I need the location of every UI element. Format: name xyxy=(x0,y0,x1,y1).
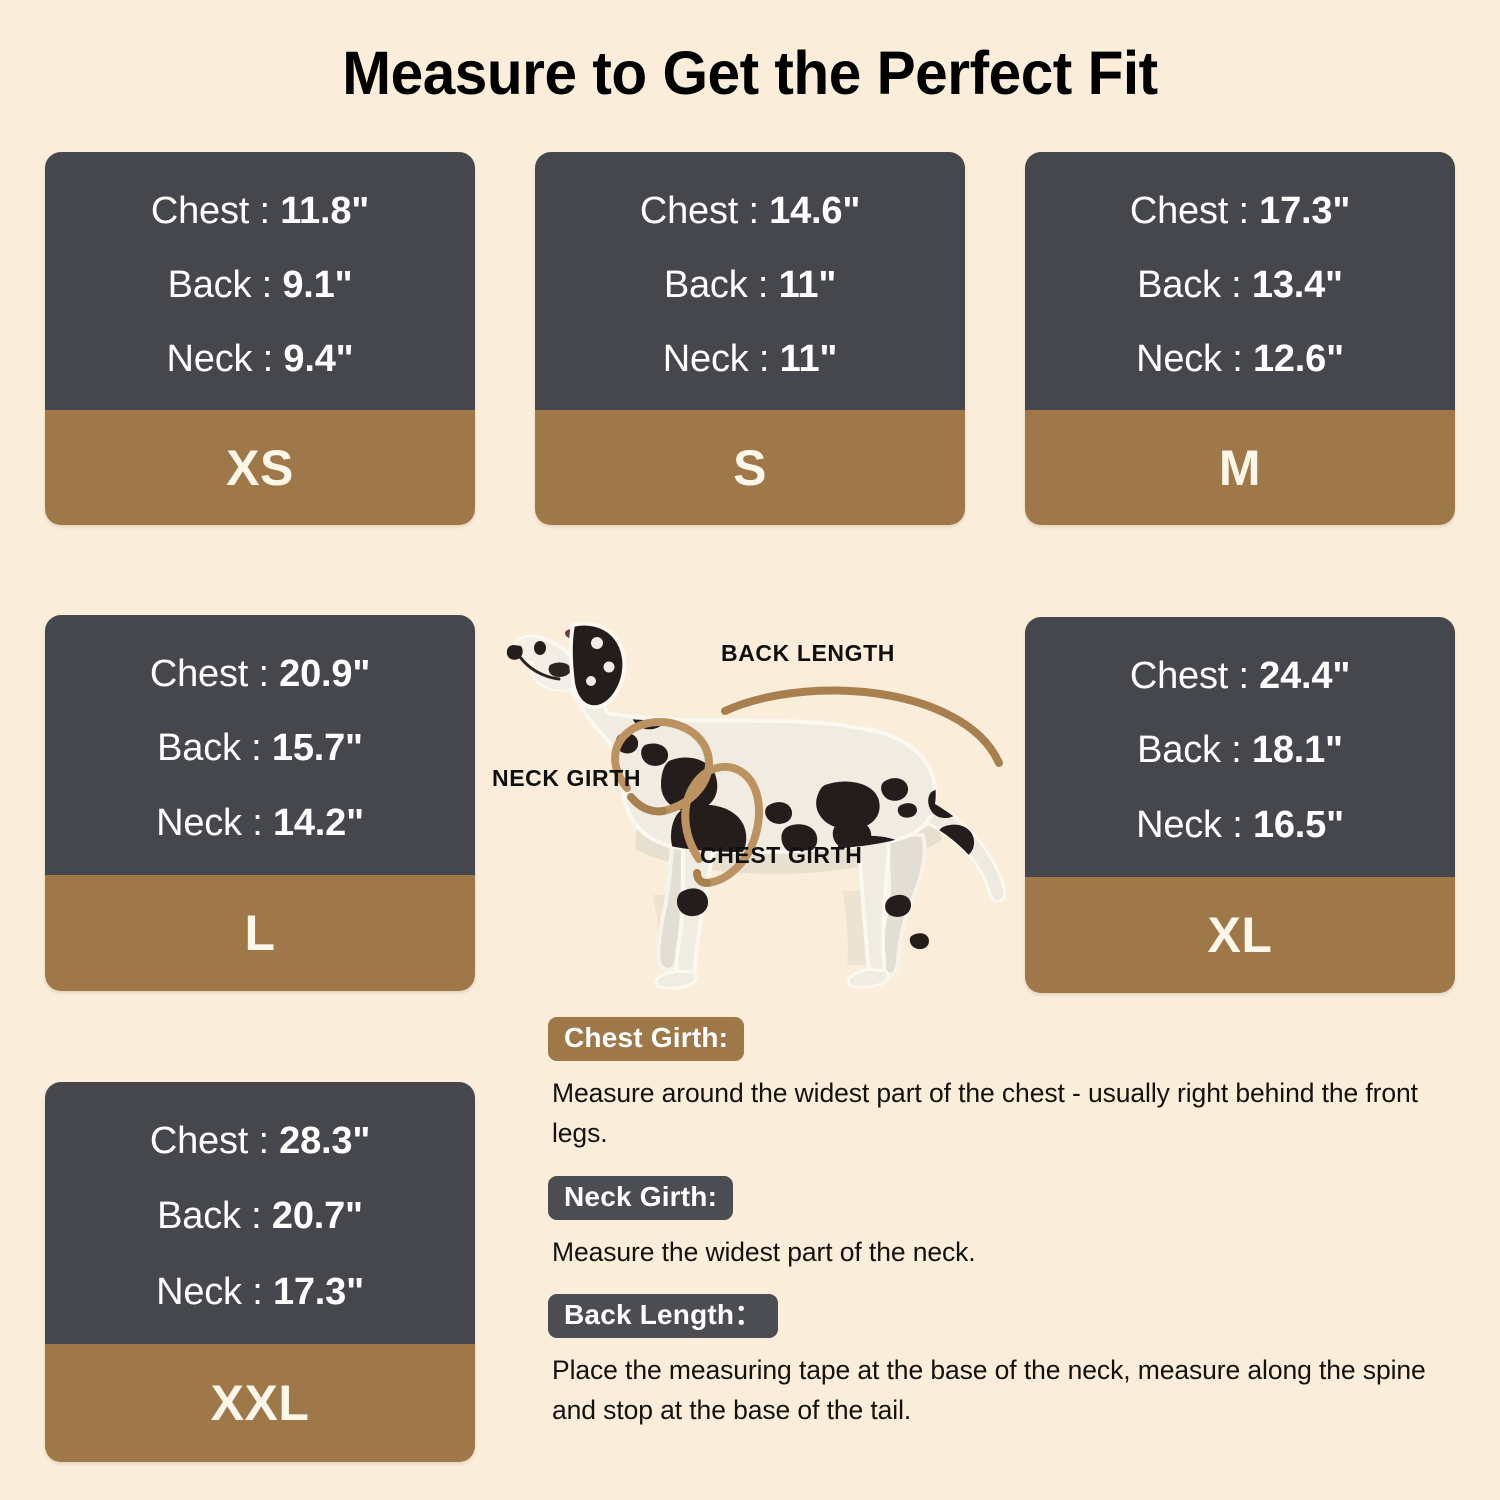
spec-back: Back : 15.7" xyxy=(157,727,363,770)
spec-neck: Neck : 14.2" xyxy=(156,802,364,845)
spec-chest: Chest : 11.8" xyxy=(150,189,370,232)
size-label: M xyxy=(1218,439,1262,496)
instruction-back-length: Back Length： Place the measuring tape at… xyxy=(548,1293,1458,1431)
instruction-chest-girth: Chest Girth: Measure around the widest p… xyxy=(548,1017,1458,1154)
spec-chest: Chest : 20.9" xyxy=(149,652,371,695)
spec-back: Back : 9.1" xyxy=(167,263,353,306)
neck-girth-heading-badge: Neck Girth: xyxy=(548,1175,734,1220)
spec-chest: Chest : 28.3" xyxy=(149,1120,371,1163)
size-card-specs: Chest : 11.8" Back : 9.1" Neck : 9.4" xyxy=(45,152,475,410)
spec-neck: Neck : 9.4" xyxy=(166,337,354,380)
spec-neck: Neck : 16.5" xyxy=(1136,804,1344,847)
spec-back: Back : 13.4" xyxy=(1137,263,1343,306)
spec-chest: Chest : 14.6" xyxy=(639,189,861,232)
size-card-label-band: XXL xyxy=(45,1344,475,1462)
size-card-label-band: L xyxy=(45,875,475,991)
size-card-specs: Chest : 24.4" Back : 18.1" Neck : 16.5" xyxy=(1025,617,1455,877)
instruction-neck-girth: Neck Girth: Measure the widest part of t… xyxy=(548,1175,1458,1272)
chest-girth-description: Measure around the widest part of the ch… xyxy=(552,1078,1418,1149)
size-card-l[interactable]: Chest : 20.9" Back : 15.7" Neck : 14.2" … xyxy=(45,615,475,991)
measurement-instructions: Chest Girth: Measure around the widest p… xyxy=(548,1017,1458,1444)
size-card-specs: Chest : 14.6" Back : 11" Neck : 11" xyxy=(535,152,965,410)
spec-neck: Neck : 12.6" xyxy=(1136,337,1344,380)
size-label: XS xyxy=(226,439,294,496)
size-card-xxl[interactable]: Chest : 28.3" Back : 20.7" Neck : 17.3" … xyxy=(45,1082,475,1462)
spec-neck: Neck : 11" xyxy=(662,337,838,380)
diagram-label-neck-girth: NECK GIRTH xyxy=(492,765,642,791)
back-length-heading-badge: Back Length： xyxy=(548,1293,779,1338)
size-card-label-band: M xyxy=(1025,410,1455,525)
spec-back: Back : 11" xyxy=(663,263,837,306)
size-label: S xyxy=(733,439,767,496)
size-label: L xyxy=(244,905,276,961)
spec-neck: Neck : 17.3" xyxy=(156,1270,364,1313)
size-label: XXL xyxy=(210,1375,310,1431)
size-card-label-band: XS xyxy=(45,410,475,525)
spec-chest: Chest : 24.4" xyxy=(1129,654,1351,697)
spec-back: Back : 20.7" xyxy=(157,1195,363,1238)
diagram-label-back-length: BACK LENGTH xyxy=(721,640,895,666)
size-card-label-band: XL xyxy=(1025,877,1455,993)
spec-chest: Chest : 17.3" xyxy=(1129,189,1351,232)
neck-girth-description: Measure the widest part of the neck. xyxy=(552,1236,976,1267)
size-card-specs: Chest : 17.3" Back : 13.4" Neck : 12.6" xyxy=(1025,152,1455,410)
size-card-m[interactable]: Chest : 17.3" Back : 13.4" Neck : 12.6" … xyxy=(1025,152,1455,525)
page-title: Measure to Get the Perfect Fit xyxy=(342,39,1158,107)
chest-girth-heading-badge: Chest Girth: xyxy=(548,1017,745,1061)
size-card-s[interactable]: Chest : 14.6" Back : 11" Neck : 11" S xyxy=(535,152,965,525)
size-card-xl[interactable]: Chest : 24.4" Back : 18.1" Neck : 16.5" … xyxy=(1025,617,1455,993)
dog-measurement-diagram-icon xyxy=(487,595,1017,995)
back-length-description: Place the measuring tape at the base of … xyxy=(552,1354,1426,1426)
diagram-label-chest-girth: CHEST GIRTH xyxy=(700,842,863,868)
size-card-xs[interactable]: Chest : 11.8" Back : 9.1" Neck : 9.4" XS xyxy=(45,152,475,525)
size-card-specs: Chest : 28.3" Back : 20.7" Neck : 17.3" xyxy=(45,1082,475,1344)
size-card-specs: Chest : 20.9" Back : 15.7" Neck : 14.2" xyxy=(45,615,475,875)
size-label: XL xyxy=(1207,907,1273,963)
size-card-label-band: S xyxy=(535,410,965,525)
spec-back: Back : 18.1" xyxy=(1137,729,1343,772)
